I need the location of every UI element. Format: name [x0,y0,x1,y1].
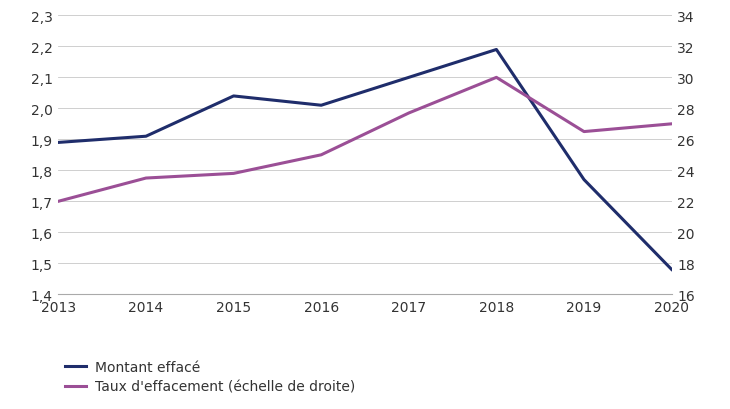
Montant effacé [229,94,238,99]
Taux d'effacement (échelle de droite) [317,153,326,158]
Line: Taux d'effacement (échelle de droite): Taux d'effacement (échelle de droite) [58,78,672,202]
Montant effacé [667,267,676,272]
Taux d'effacement (échelle de droite) [229,171,238,176]
Montant effacé [142,135,150,139]
Montant effacé [54,141,63,146]
Montant effacé [317,103,326,108]
Taux d'effacement (échelle de droite) [404,111,413,116]
Taux d'effacement (échelle de droite) [580,130,588,135]
Montant effacé [404,76,413,81]
Taux d'effacement (échelle de droite) [142,176,150,181]
Montant effacé [492,48,501,53]
Taux d'effacement (échelle de droite) [492,76,501,81]
Taux d'effacement (échelle de droite) [54,199,63,204]
Line: Montant effacé: Montant effacé [58,50,672,270]
Taux d'effacement (échelle de droite) [667,122,676,127]
Legend: Montant effacé, Taux d'effacement (échelle de droite): Montant effacé, Taux d'effacement (échel… [66,360,355,394]
Montant effacé [580,178,588,182]
